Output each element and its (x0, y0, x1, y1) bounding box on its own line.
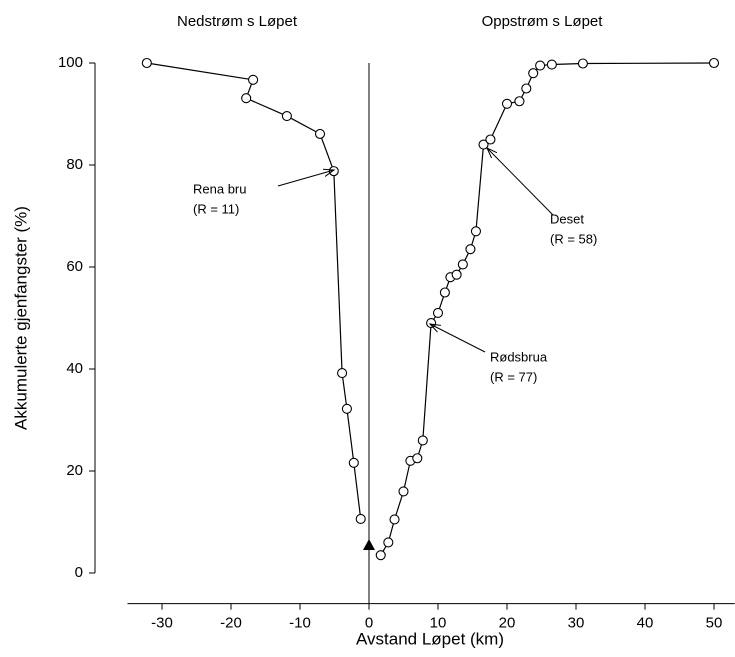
x-tick-label: -20 (220, 615, 242, 632)
x-tick-label: 10 (430, 615, 447, 632)
y-tick-label: 20 (66, 462, 83, 479)
point (389, 514, 400, 525)
point (451, 269, 462, 280)
y-tick-label: 60 (66, 258, 83, 275)
point (281, 110, 292, 122)
point (348, 457, 359, 468)
annotation-arrow (486, 147, 554, 216)
point (478, 139, 489, 150)
point (708, 57, 720, 69)
point (398, 486, 409, 497)
x-tick-label: 0 (365, 615, 373, 632)
x-tick-label: -30 (151, 615, 173, 632)
point (141, 57, 152, 69)
series-line (380, 62, 715, 556)
point (341, 403, 352, 414)
point (521, 83, 532, 94)
y-tick-label: 40 (66, 360, 83, 377)
point (546, 59, 557, 70)
annotation-text: Rena bru (193, 181, 246, 196)
point (241, 93, 252, 104)
point (412, 453, 423, 464)
point (535, 60, 546, 71)
point (514, 96, 525, 107)
arrow-head (485, 146, 498, 159)
x-tick-label: 40 (637, 615, 654, 632)
point (501, 98, 513, 109)
point (355, 513, 366, 524)
x-tick-label: -10 (289, 615, 311, 632)
point (432, 307, 444, 318)
series-line (146, 62, 362, 520)
x-axis-label: Avstand Løpet (km) (356, 629, 504, 648)
point (470, 226, 482, 237)
point (417, 435, 428, 446)
point (375, 550, 386, 561)
point (457, 259, 468, 270)
point (383, 537, 394, 548)
triangle-marker (363, 538, 375, 550)
point (465, 244, 476, 255)
annotation-text: (R = 77) (490, 369, 537, 384)
point (439, 287, 450, 298)
right-region-label: Oppstrøm s Løpet (482, 13, 604, 30)
x-tick-label: 30 (568, 615, 585, 632)
point (485, 134, 496, 145)
annotation-arrow (429, 323, 486, 353)
y-tick-label: 80 (66, 156, 83, 173)
annotation-text: Rødsbrua (490, 349, 548, 364)
left-region-label: Nedstrøm s Løpet (177, 13, 298, 30)
point (248, 74, 259, 85)
x-tick-label: 20 (499, 615, 516, 632)
arrow-head (428, 323, 441, 333)
point (314, 128, 326, 139)
annotation-text: (R = 11) (193, 201, 239, 216)
y-tick-label: 0 (75, 564, 83, 581)
annotation-text: Deset (550, 211, 584, 226)
point (337, 368, 348, 379)
x-tick-label: 50 (706, 615, 723, 632)
point (528, 68, 539, 79)
y-axis-label: Akkumulerte gjenfangster (%) (11, 206, 30, 430)
point (577, 58, 588, 69)
annotation-arrow (277, 169, 335, 187)
annotation-text: (R = 58) (550, 231, 597, 246)
y-tick-label: 100 (58, 54, 83, 71)
arrow-head (322, 168, 336, 177)
